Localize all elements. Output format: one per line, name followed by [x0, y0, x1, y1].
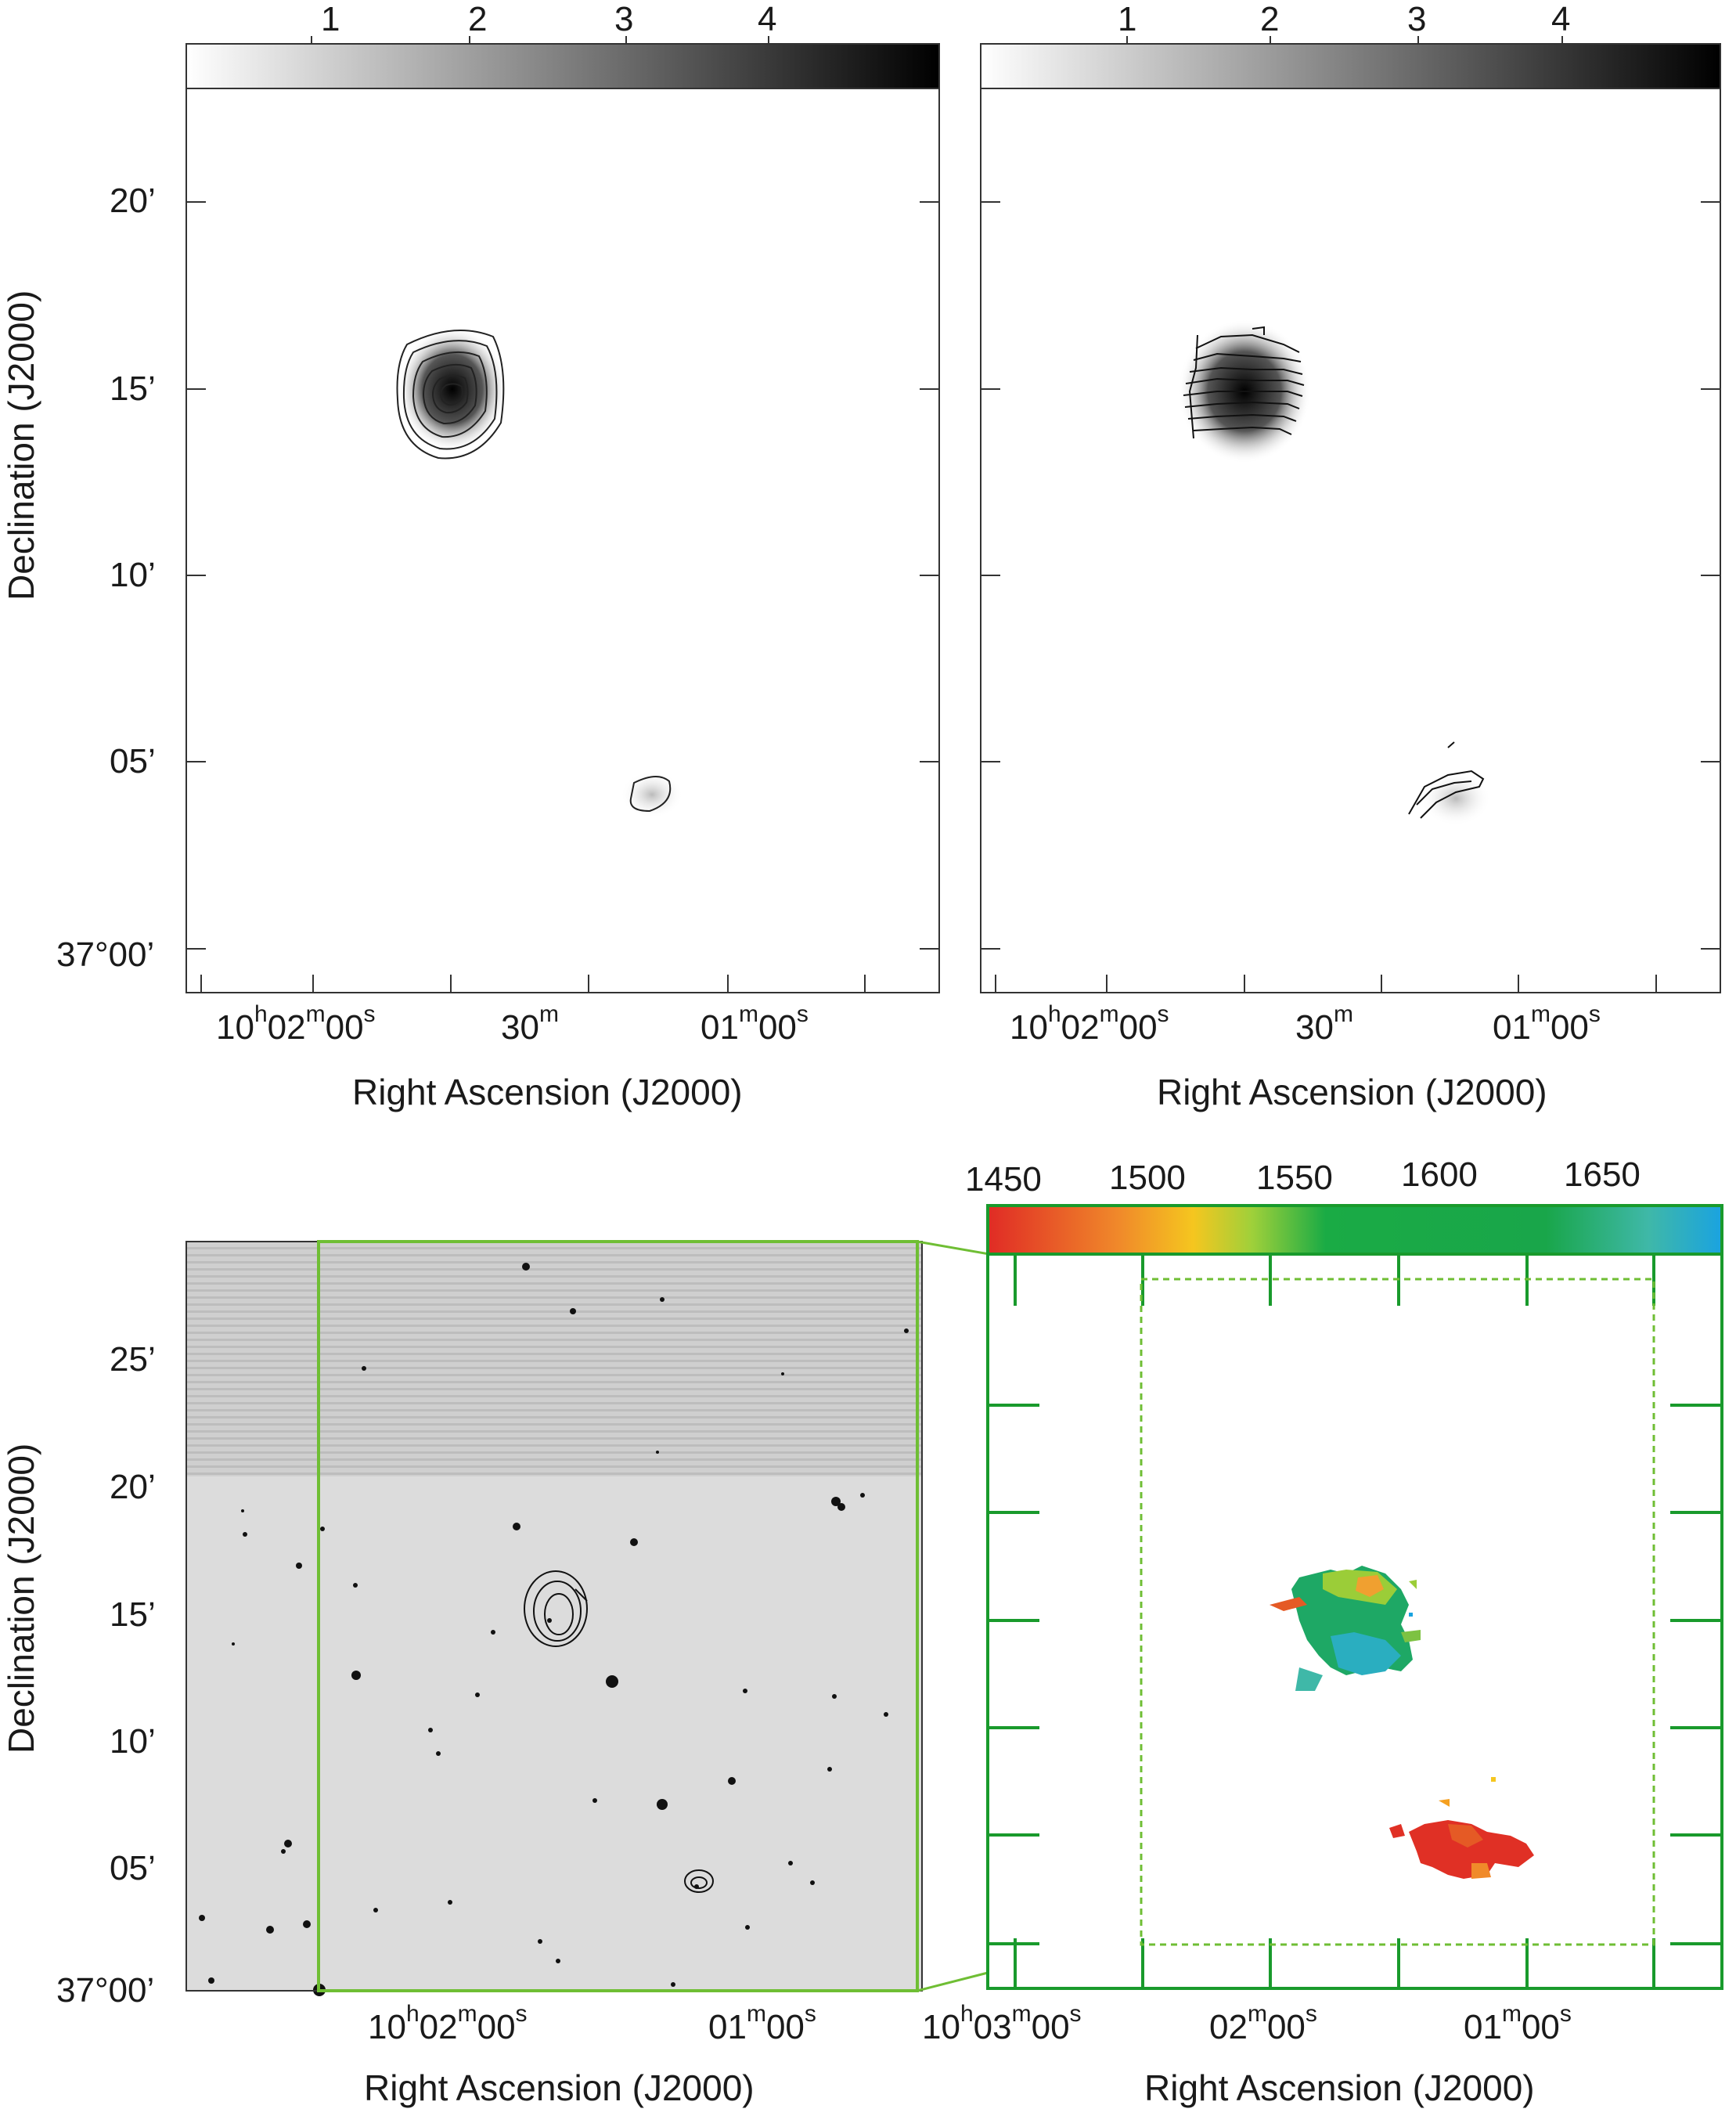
top-left-x-label: Right Ascension (J2000) — [352, 1072, 743, 1112]
top-left-x-tick: 01m00s — [701, 1001, 809, 1047]
top-right-colorbar-tick: 3 — [1407, 0, 1427, 38]
bottom-right-x-label: Right Ascension (J2000) — [1144, 2067, 1535, 2108]
velocity-colorbar — [986, 1204, 1723, 1256]
bottom-right-panel — [986, 1204, 1723, 1990]
bottom-left-x-tick: 10h02m00s — [368, 2001, 528, 2047]
top-left-colorbar-tick: 3 — [614, 0, 634, 38]
top-right-colorbar-tick: 4 — [1551, 0, 1571, 38]
bottom-left-x-label: Right Ascension (J2000) — [364, 2067, 755, 2108]
top-left-x-tick: 10h02m00s — [216, 1001, 376, 1047]
top-right-panel — [980, 36, 1721, 993]
velocity-field-south — [1389, 1777, 1534, 1879]
top-right-x-tick: 01m00s — [1493, 1001, 1601, 1047]
velocity-colorbar-tick: 1600 — [1401, 1155, 1478, 1194]
top-left-y-label: Declination (J2000) — [1, 290, 41, 600]
top-left-colorbar-tick: 4 — [758, 0, 777, 38]
velocity-colorbar-tick: 1550 — [1256, 1159, 1333, 1197]
optical-scan-band — [186, 1242, 922, 1476]
bottom-right-x-tick: 02m00s — [1209, 2001, 1317, 2047]
velocity-colorbar-tick: 1450 — [965, 1160, 1042, 1199]
top-right-x-label: Right Ascension (J2000) — [1157, 1072, 1547, 1112]
top-left-y-tick: 15’ — [110, 369, 156, 408]
optical-stars — [199, 1263, 909, 1996]
selection-box — [317, 1240, 919, 1992]
bottom-left-y-label: Declination (J2000) — [1, 1443, 41, 1754]
top-left-colorbar — [185, 43, 940, 89]
top-right-colorbar-tick: 1 — [1118, 0, 1137, 38]
bottom-left-x-tick: 01m00s — [708, 2001, 816, 2047]
bottom-left-y-tick: 25’ — [110, 1340, 156, 1379]
top-left-y-tick: 37°00’ — [56, 935, 155, 974]
bottom-left-panel — [185, 1240, 1026, 1996]
top-right-colorbar-tick: 2 — [1260, 0, 1280, 38]
bottom-left-y-tick: 10’ — [110, 1722, 156, 1761]
top-right-plot-frame — [980, 88, 1721, 993]
optical-contours — [524, 1570, 714, 1893]
top-left-contours — [396, 330, 505, 460]
top-right-x-tick: 10h02m00s — [1010, 1001, 1169, 1047]
top-right-colorbar — [980, 43, 1721, 89]
zoom-region — [1140, 1278, 1655, 1946]
bottom-left-y-tick: 05’ — [110, 1849, 156, 1887]
top-left-panel — [185, 36, 940, 993]
velocity-colorbar-tick: 1500 — [1109, 1159, 1186, 1197]
top-left-colorbar-tick: 1 — [321, 0, 340, 38]
bottom-right-x-tick: 10h03m00s — [922, 2001, 1082, 2047]
velocity-field-north — [1270, 1566, 1421, 1691]
top-left-y-tick: 10’ — [110, 556, 156, 594]
top-left-colorbar-tick: 2 — [468, 0, 488, 38]
bottom-left-y-tick: 15’ — [110, 1595, 156, 1634]
velocity-colorbar-tick: 1650 — [1564, 1155, 1641, 1194]
bottom-left-y-tick: 20’ — [110, 1468, 156, 1506]
bottom-left-y-tick: 37°00’ — [56, 1971, 155, 2010]
top-left-ticks — [186, 201, 939, 993]
top-left-y-tick: 20’ — [110, 182, 156, 220]
top-left-y-tick: 05’ — [110, 742, 156, 780]
top-left-plot-frame — [185, 88, 940, 993]
top-right-ticks — [981, 201, 1720, 993]
top-right-x-tick: 30m — [1295, 1001, 1353, 1047]
bottom-right-x-tick: 01m00s — [1464, 2001, 1572, 2047]
top-right-contours — [1183, 326, 1305, 439]
top-left-x-tick: 30m — [501, 1001, 559, 1047]
